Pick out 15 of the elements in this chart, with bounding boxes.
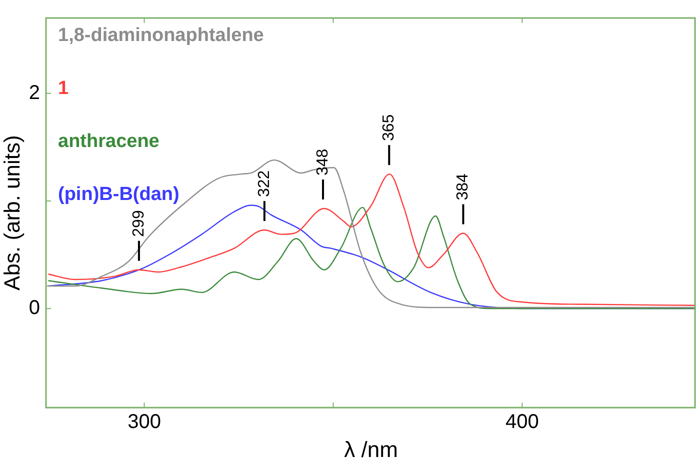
x-axis-title: λ /nm (344, 436, 398, 462)
y-tick-label: 0 (28, 297, 40, 320)
text: anthracene (58, 131, 160, 152)
annotation: 322 (256, 170, 273, 198)
annotation: 299 (130, 210, 148, 237)
text: 1 (58, 78, 69, 100)
annotation: 348 (314, 148, 332, 176)
y-tick-label: 2 (28, 82, 40, 104)
series-label: (pin)B-B(dan) (58, 184, 180, 206)
x-tick-label: 400 (505, 411, 539, 434)
x-tick-label: 300 (128, 411, 161, 434)
annotation: 384 (454, 173, 472, 200)
text: 1,8-diaminonaphtalene (58, 25, 264, 46)
y-axis-title: Abs. (arb. units) (0, 135, 24, 290)
annotation: 365 (380, 114, 398, 142)
